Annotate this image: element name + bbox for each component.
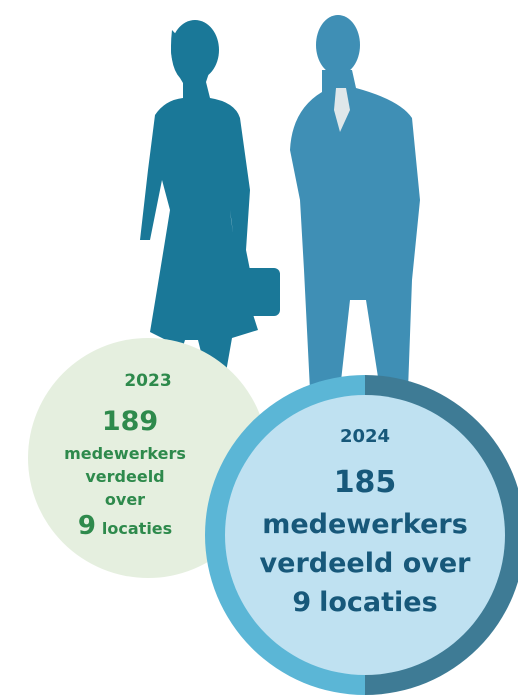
circle-2024 — [205, 375, 518, 695]
text-line: medewerkers — [64, 444, 186, 463]
year: 2024 — [340, 426, 390, 447]
locations-label: locaties — [102, 519, 172, 538]
locations-label: locaties — [319, 587, 438, 618]
text-line: medewerkers — [262, 509, 468, 540]
text-line: over — [105, 490, 145, 509]
year: 2023 — [124, 371, 171, 391]
count: 189 — [102, 406, 158, 437]
man-silhouette — [290, 15, 420, 390]
locations-number: 9 — [78, 511, 96, 541]
text-line: verdeeld — [85, 467, 164, 486]
locations-line: 9 locaties — [292, 587, 437, 618]
text-line: verdeeld over — [260, 548, 472, 579]
count: 185 — [334, 465, 397, 500]
locations-line: 9 locaties — [78, 511, 172, 541]
locations-number: 9 — [292, 587, 311, 618]
